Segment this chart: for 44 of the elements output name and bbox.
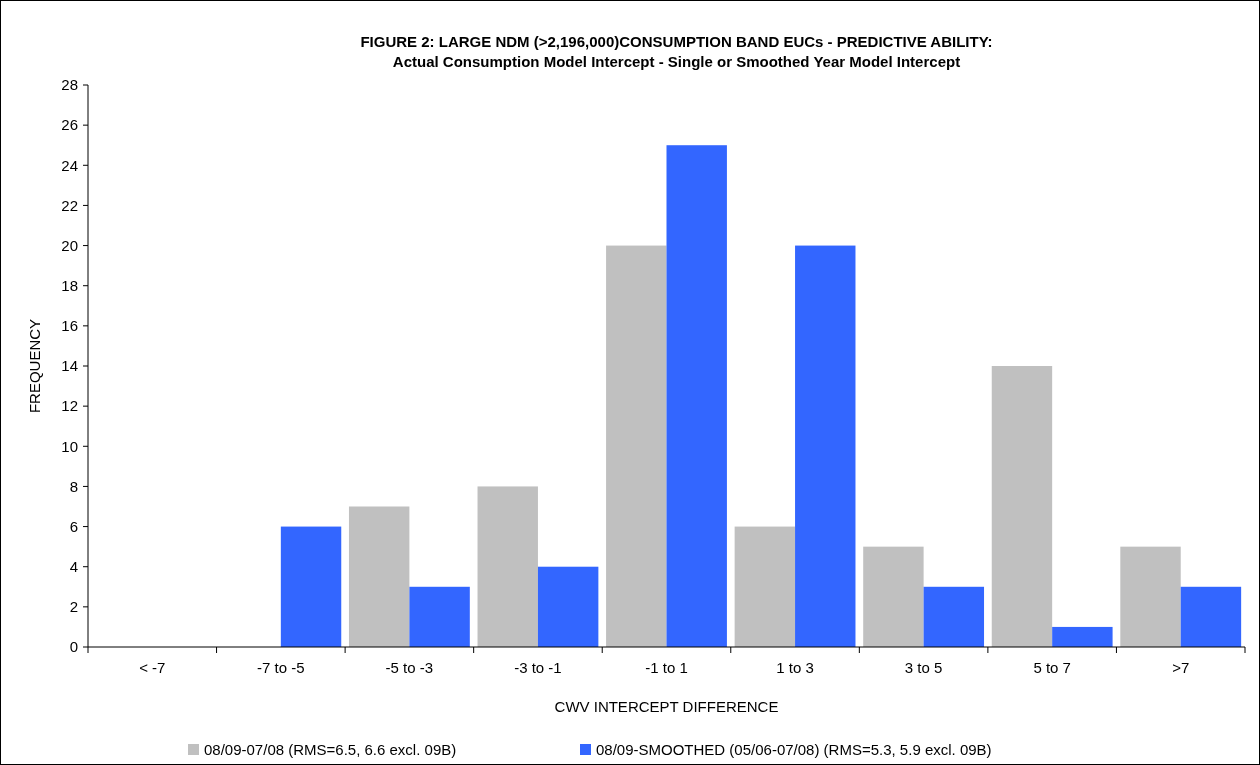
- y-tick-label: 14: [61, 357, 78, 375]
- legend-label: 08/09-07/08 (RMS=6.5, 6.6 excl. 09B): [204, 741, 457, 759]
- x-tick-label: -1 to 1: [645, 659, 688, 676]
- bar: [923, 586, 985, 647]
- x-tick-label: -7 to -5: [257, 659, 305, 676]
- bar: [795, 245, 856, 647]
- y-tick-label: 20: [61, 236, 78, 254]
- bar: [477, 486, 538, 647]
- y-tick-label: 2: [69, 598, 78, 616]
- bar: [863, 546, 924, 647]
- bar: [409, 586, 470, 647]
- chart-title: FIGURE 2: LARGE NDM (>2,196,000)CONSUMPTION BAND EUCs - PREDICTIVE ABILITY: Actual Consumption Model Intercept - Single or Smoothed Year Model Intercept: [360, 33, 993, 70]
- y-tick-label: 22: [61, 196, 78, 214]
- y-tick-label: 12: [61, 397, 78, 415]
- y-tick-label: 26: [61, 116, 78, 134]
- y-tick-label: 28: [61, 76, 78, 94]
- bar: [606, 245, 667, 647]
- x-tick-label: 3 to 5: [904, 659, 943, 676]
- bar: [280, 526, 342, 647]
- legend-label: 08/09-SMOOTHED (05/06-07/08) (RMS=5.3, 5.9 excl. 09B): [596, 741, 992, 759]
- bar: [734, 526, 796, 647]
- x-axis-title: CWV INTERCEPT DIFFERENCE: [554, 698, 779, 715]
- bar: [991, 366, 1053, 647]
- x-tick-label: 1 to 3: [776, 659, 814, 676]
- x-tick-label: -5 to -3: [385, 659, 434, 676]
- bar: [1052, 626, 1113, 647]
- bar: [1180, 586, 1242, 647]
- y-tick-label: 10: [61, 437, 78, 455]
- x-tick-label: 5 to 7: [1033, 659, 1071, 676]
- y-tick-label: 8: [69, 477, 78, 495]
- x-tick-label: >7: [1172, 659, 1190, 676]
- bar: [1120, 546, 1181, 647]
- y-tick-label: 4: [69, 557, 78, 575]
- y-tick-label: 18: [61, 276, 78, 294]
- bar: [666, 145, 727, 647]
- bar: [348, 506, 410, 647]
- y-tick-label: 6: [69, 517, 78, 535]
- y-tick-label: 0: [69, 638, 78, 656]
- x-tick-label: < -7: [139, 659, 166, 676]
- bar: [537, 566, 599, 647]
- y-tick-label: 24: [61, 156, 78, 174]
- x-tick-label: -3 to -1: [514, 659, 562, 676]
- y-axis-title: FREQUENCY: [26, 318, 43, 414]
- y-tick-label: 16: [61, 317, 78, 335]
